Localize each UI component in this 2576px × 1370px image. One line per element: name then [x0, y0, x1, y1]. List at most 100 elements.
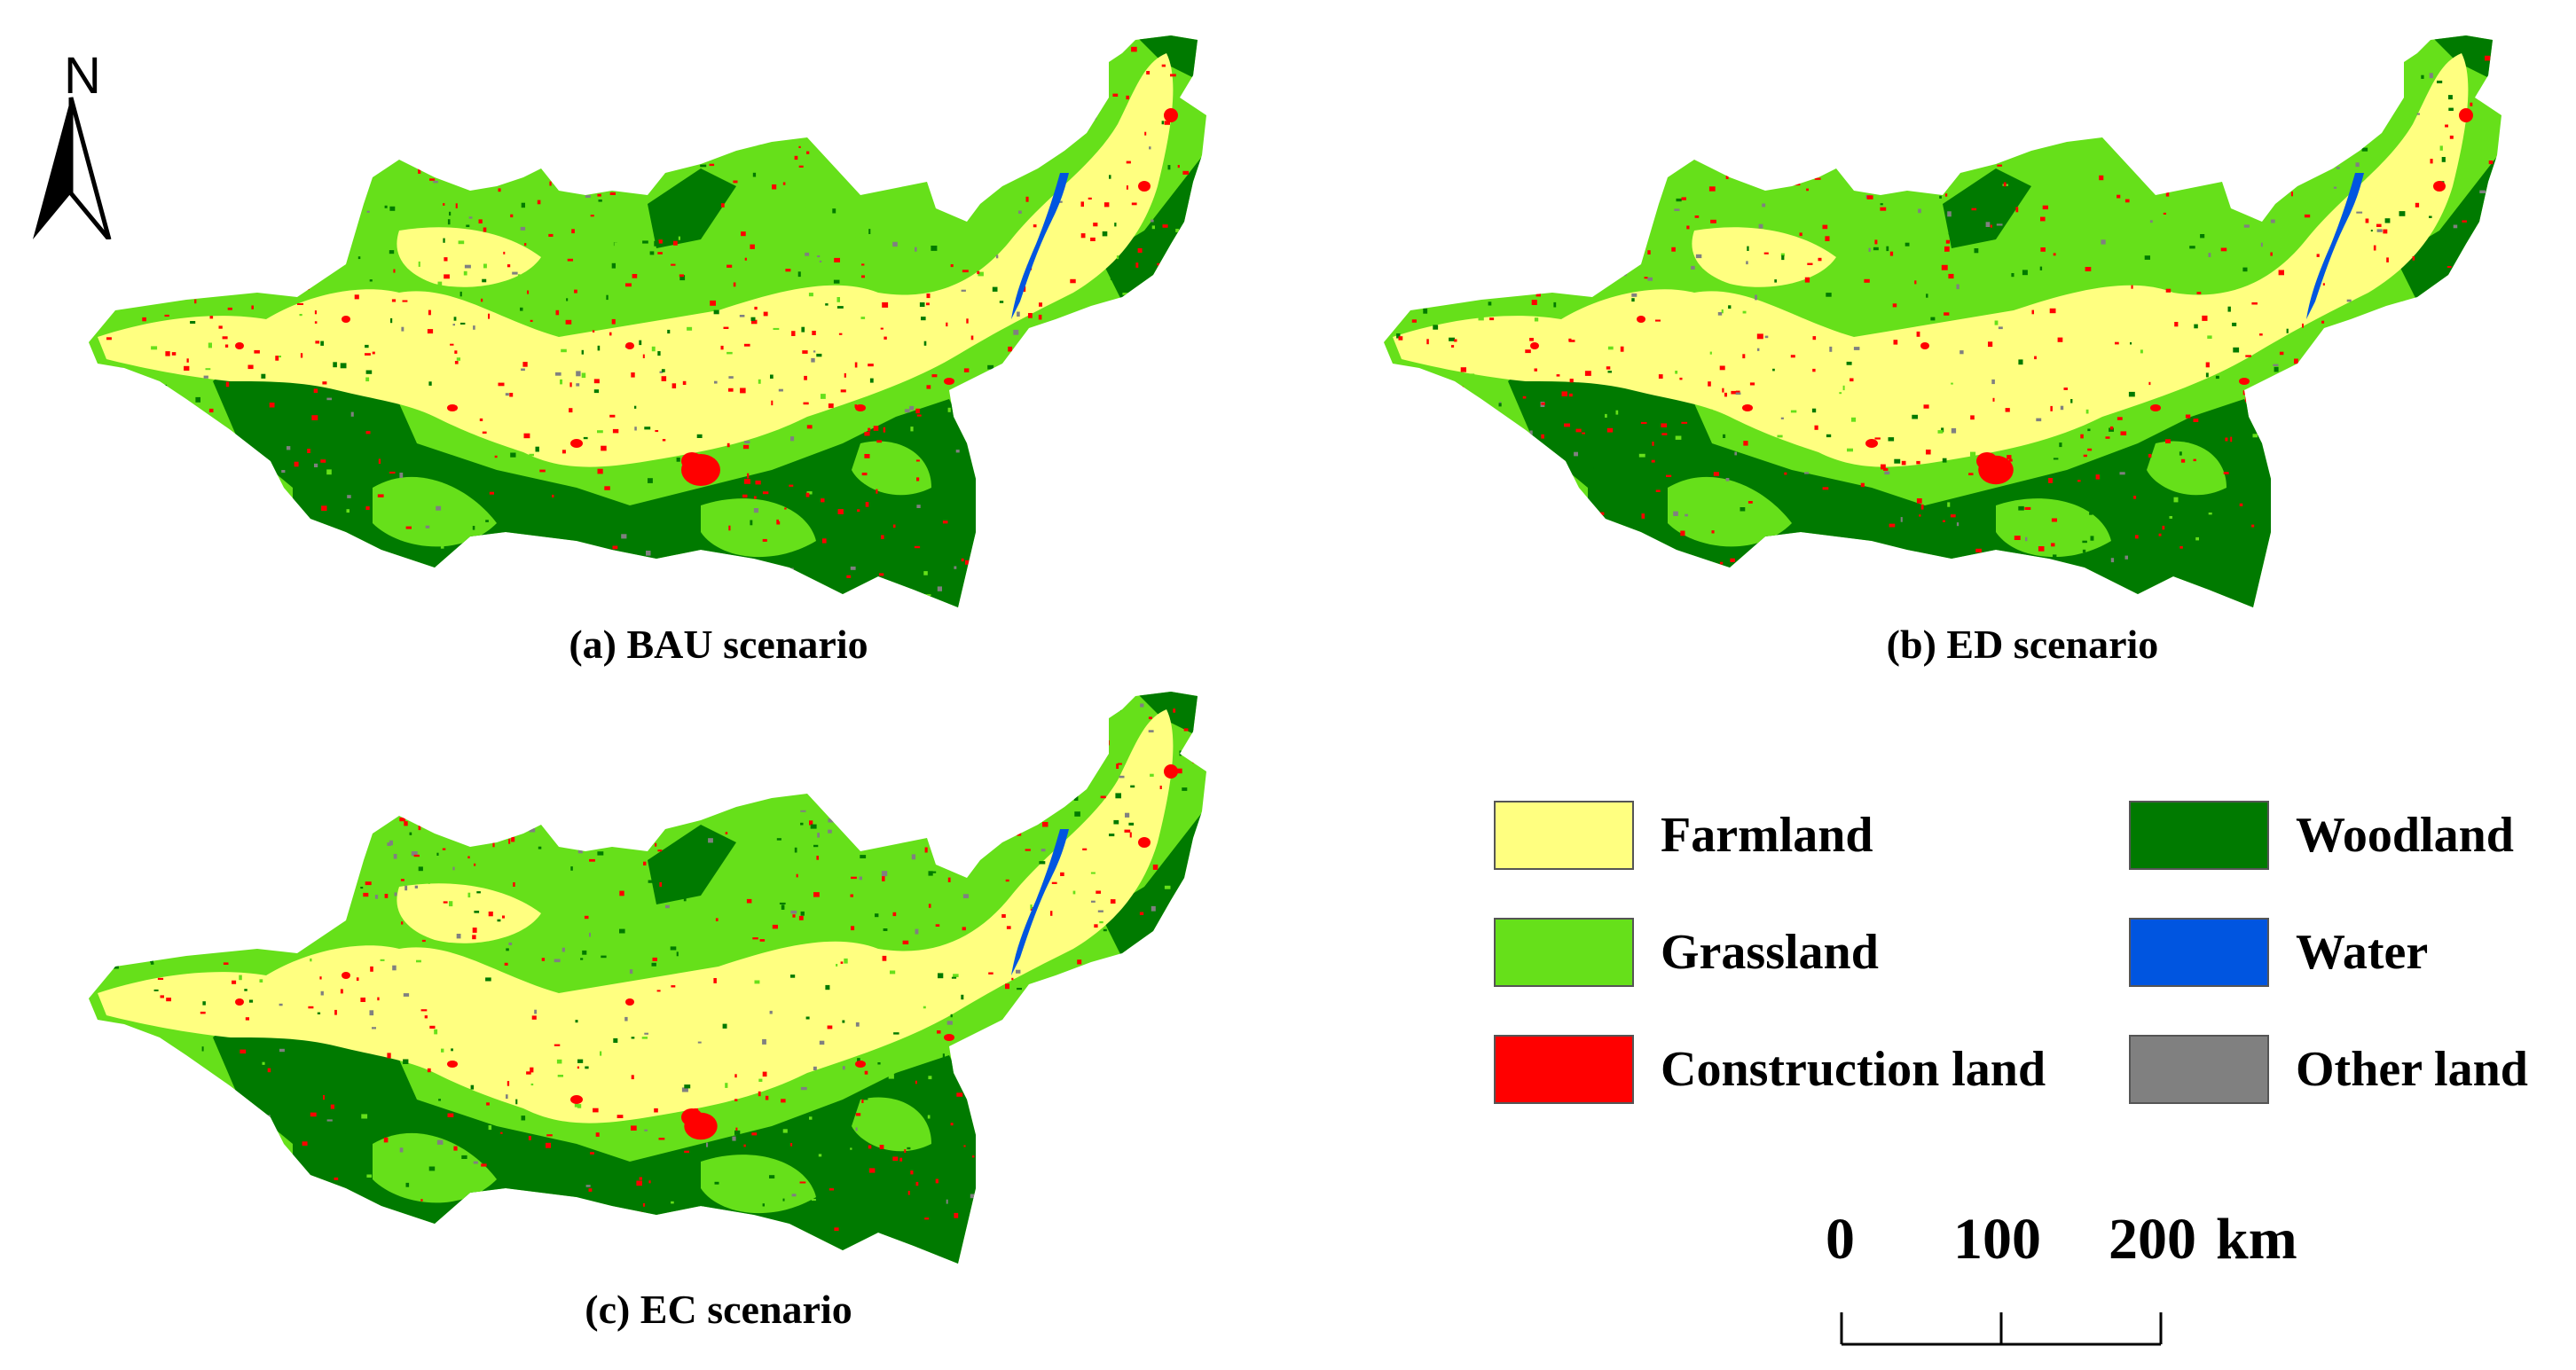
- land-pixel: [798, 915, 804, 920]
- land-pixel: [1050, 911, 1053, 916]
- land-pixel: [1037, 1157, 1041, 1163]
- land-pixel: [1840, 111, 1845, 114]
- land-pixel: [171, 220, 177, 223]
- land-pixel: [644, 1032, 648, 1035]
- land-pixel: [203, 375, 208, 379]
- land-pixel: [864, 741, 869, 744]
- land-pixel: [1970, 415, 1975, 420]
- land-pixel: [303, 286, 310, 291]
- land-pixel: [803, 109, 805, 114]
- land-pixel: [2318, 66, 2325, 68]
- land-pixel: [854, 362, 858, 368]
- land-pixel: [539, 469, 546, 473]
- land-pixel: [1013, 329, 1019, 335]
- land-pixel: [765, 133, 770, 136]
- land-pixel: [326, 397, 332, 401]
- land-pixel: [833, 279, 840, 284]
- land-pixel: [760, 763, 763, 766]
- land-pixel: [2001, 64, 2008, 67]
- land-pixel: [958, 355, 964, 359]
- land-pixel: [1888, 437, 1895, 442]
- land-pixel: [1094, 1079, 1097, 1084]
- legend-swatch-water: [2129, 918, 2269, 987]
- land-pixel: [702, 597, 704, 602]
- land-pixel: [1488, 301, 1492, 306]
- land-pixel: [2232, 322, 2237, 326]
- land-pixel: [1449, 337, 1455, 341]
- land-pixel: [1029, 708, 1033, 714]
- land-pixel: [1464, 455, 1468, 459]
- land-pixel: [792, 914, 796, 918]
- land-pixel: [1071, 371, 1075, 377]
- land-pixel: [1118, 707, 1121, 711]
- land-pixel: [2227, 306, 2231, 312]
- land-pixel: [1439, 177, 1446, 181]
- land-pixel: [892, 524, 896, 528]
- land-pixel: [1494, 596, 1497, 600]
- land-pixel: [110, 606, 117, 607]
- land-pixel: [495, 134, 501, 137]
- land-pixel: [888, 1074, 894, 1079]
- land-pixel: [699, 1202, 703, 1207]
- land-pixel: [1154, 288, 1157, 291]
- land-pixel: [278, 356, 281, 358]
- land-pixel: [1561, 391, 1567, 396]
- land-pixel: [479, 418, 483, 421]
- land-pixel: [713, 309, 719, 315]
- land-pixel: [176, 50, 178, 54]
- land-pixel: [1483, 157, 1488, 160]
- land-pixel: [2453, 224, 2458, 229]
- land-pixel: [399, 473, 404, 478]
- land-pixel: [294, 461, 299, 467]
- land-pixel: [962, 270, 969, 273]
- land-pixel: [2038, 546, 2045, 552]
- land-pixel: [1132, 1243, 1138, 1249]
- land-pixel: [1043, 1139, 1049, 1143]
- grassland-area: [1668, 476, 1792, 547]
- land-pixel: [836, 964, 838, 967]
- land-pixel: [427, 1068, 431, 1073]
- land-pixel: [1008, 710, 1014, 716]
- land-pixel: [316, 1214, 320, 1219]
- land-pixel: [1012, 526, 1016, 531]
- land-pixel: [2412, 256, 2415, 261]
- scale-label-100: 100: [1953, 1207, 2041, 1272]
- land-pixel: [699, 889, 703, 892]
- land-pixel: [858, 77, 860, 82]
- land-pixel: [537, 159, 540, 163]
- land-pixel: [1799, 232, 1802, 237]
- land-pixel: [108, 859, 111, 864]
- land-pixel: [2424, 468, 2430, 473]
- land-pixel: [1042, 736, 1048, 739]
- land-pixel: [1592, 71, 1595, 76]
- land-pixel: [1764, 447, 1770, 450]
- land-pixel: [583, 573, 587, 577]
- land-pixel: [253, 231, 255, 235]
- land-pixel: [2332, 60, 2336, 65]
- land-pixel: [1607, 346, 1614, 350]
- land-pixel: [1398, 376, 1405, 380]
- land-pixel: [904, 409, 910, 413]
- land-pixel: [1685, 513, 1688, 517]
- land-pixel: [2163, 212, 2166, 215]
- land-pixel: [255, 277, 257, 280]
- land-pixel: [201, 129, 208, 136]
- land-pixel: [782, 1198, 785, 1202]
- land-pixel: [529, 453, 534, 457]
- land-pixel: [1447, 121, 1451, 126]
- land-pixel: [825, 303, 829, 306]
- land-pixel: [1957, 582, 1964, 588]
- land-pixel: [436, 808, 442, 813]
- land-pixel: [354, 795, 357, 799]
- land-pixel: [2293, 590, 2298, 592]
- land-pixel: [987, 364, 994, 370]
- land-pixel: [679, 274, 684, 278]
- land-pixel: [521, 557, 526, 560]
- land-pixel: [145, 531, 152, 537]
- land-pixel: [1139, 912, 1144, 915]
- land-pixel: [2409, 270, 2414, 275]
- land-pixel: [1082, 560, 1087, 566]
- land-pixel: [1584, 371, 1591, 376]
- land-pixel: [631, 1037, 635, 1039]
- land-pixel: [124, 549, 130, 554]
